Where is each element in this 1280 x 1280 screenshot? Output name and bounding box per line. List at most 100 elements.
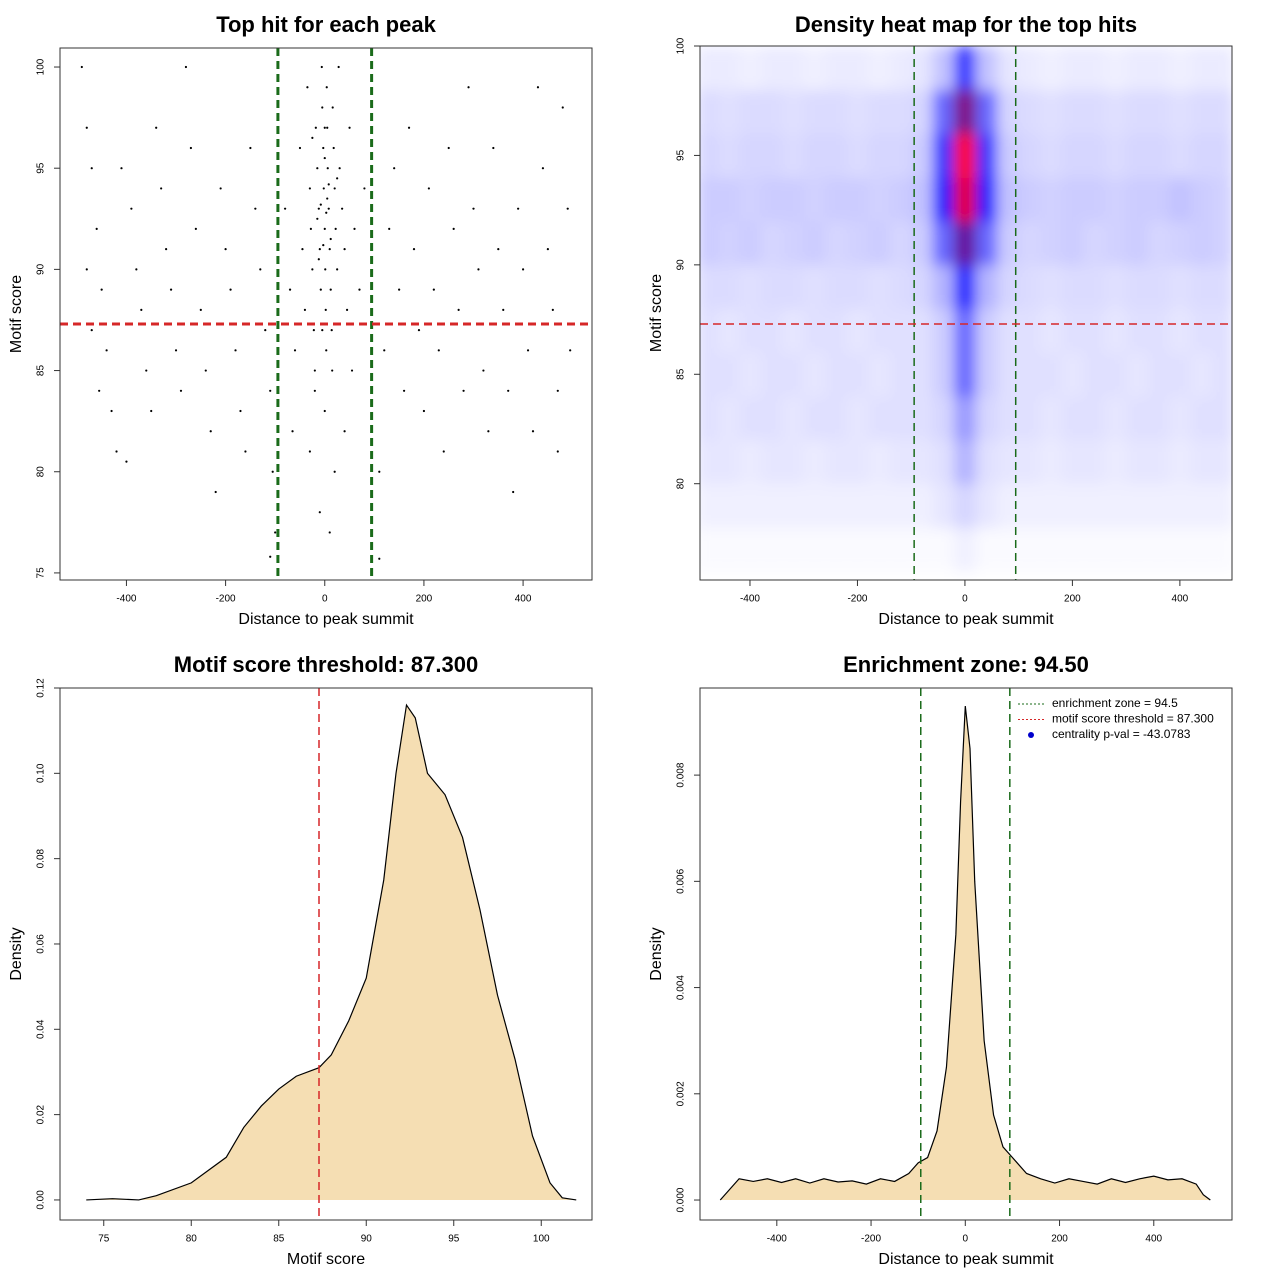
heat-cell	[1147, 264, 1170, 310]
heat-cell	[1190, 308, 1213, 353]
heat-cell	[803, 527, 826, 572]
heat-cell	[868, 177, 891, 222]
point	[234, 349, 237, 352]
heat-cell	[932, 352, 955, 397]
point	[336, 177, 339, 180]
heat-cell	[717, 46, 740, 91]
y-tick-label: 100	[676, 37, 687, 54]
point	[293, 349, 297, 352]
heat-cell	[1018, 89, 1041, 135]
heat-cell	[1018, 483, 1041, 528]
heat-cell	[1083, 527, 1106, 572]
x-tick-label: -200	[847, 594, 867, 605]
heat-cell	[997, 264, 1020, 310]
heat-cell	[1018, 439, 1041, 485]
point	[120, 167, 123, 170]
y-tick-label: 0.008	[676, 762, 687, 787]
heat-cell	[825, 89, 848, 135]
heat-cell	[1190, 264, 1213, 310]
point	[298, 146, 302, 150]
point	[422, 409, 426, 413]
y-tick-label: 0.12	[36, 678, 47, 698]
heat-cell	[739, 177, 762, 222]
heat-cell	[846, 396, 869, 441]
heat-cell	[1083, 308, 1106, 353]
point	[325, 211, 328, 214]
heat-cell	[1104, 527, 1127, 572]
point	[521, 268, 525, 271]
point	[316, 167, 319, 170]
heat-cell	[1190, 133, 1213, 178]
heat-cell	[1190, 352, 1213, 397]
point	[457, 308, 460, 311]
heat-cell	[975, 396, 998, 441]
heat-cell	[1018, 264, 1041, 310]
y-tick-label: 85	[36, 365, 47, 377]
x-axis-label: Distance to peak summit	[878, 1251, 1054, 1268]
legend-marker	[1028, 732, 1034, 738]
heat-cell	[782, 89, 805, 135]
heat-cell	[868, 439, 891, 485]
heat-cell	[1061, 352, 1084, 397]
point	[322, 146, 325, 150]
point	[326, 167, 329, 170]
heat-cell	[1147, 89, 1170, 135]
heat-cell	[700, 133, 719, 178]
y-tick-label: 0.06	[36, 934, 47, 954]
heat-cell	[889, 221, 912, 266]
heat-cell	[954, 396, 977, 441]
heat-cell	[1018, 527, 1041, 572]
heat-cell	[932, 308, 955, 353]
heat-cell	[954, 177, 977, 222]
y-tick-label: 0.00	[36, 1190, 47, 1210]
heat-cell	[1190, 221, 1213, 266]
heat-cell	[889, 89, 912, 135]
heat-cell	[739, 308, 762, 353]
heat-cell	[846, 352, 869, 397]
point	[325, 349, 328, 352]
heat-cell	[782, 133, 805, 178]
point	[442, 450, 445, 453]
point	[224, 248, 227, 251]
point	[324, 268, 327, 271]
heat-cell	[1147, 352, 1170, 397]
heat-cell	[1147, 177, 1170, 222]
heat-cell	[1040, 439, 1063, 485]
heat-cell	[846, 264, 869, 310]
point	[301, 248, 304, 251]
heat-cell	[1126, 439, 1149, 485]
heat-cell	[1083, 483, 1106, 528]
point	[332, 146, 335, 150]
y-tick-label: 0.002	[676, 1081, 687, 1106]
y-axis-label: Motif score	[648, 274, 665, 352]
heat-cell	[803, 396, 826, 441]
heat-cell	[997, 221, 1020, 266]
heat-cell	[1212, 46, 1232, 91]
heat-cell	[717, 439, 740, 485]
heat-cell	[911, 527, 934, 572]
heat-cell	[911, 89, 934, 135]
point	[271, 470, 274, 473]
heat-cell	[739, 527, 762, 572]
heat-cell	[997, 527, 1020, 572]
point	[105, 349, 108, 352]
point	[343, 248, 346, 251]
heat-cell	[1147, 133, 1170, 178]
heat-cell	[932, 527, 955, 572]
heat-cell	[739, 483, 762, 528]
heat-cell	[997, 46, 1020, 91]
point	[311, 268, 314, 271]
heat-cell	[760, 46, 783, 91]
point	[313, 389, 316, 392]
heat-cell	[975, 439, 998, 485]
heat-cell	[889, 352, 912, 397]
heat-cell	[997, 308, 1020, 353]
heat-cell	[1061, 46, 1084, 91]
point	[333, 187, 336, 190]
point	[472, 207, 475, 210]
heat-cell	[846, 221, 869, 266]
heat-cell	[911, 396, 934, 441]
point	[383, 349, 386, 352]
heat-cell	[1040, 396, 1063, 441]
y-tick-label: 0.02	[36, 1104, 47, 1124]
